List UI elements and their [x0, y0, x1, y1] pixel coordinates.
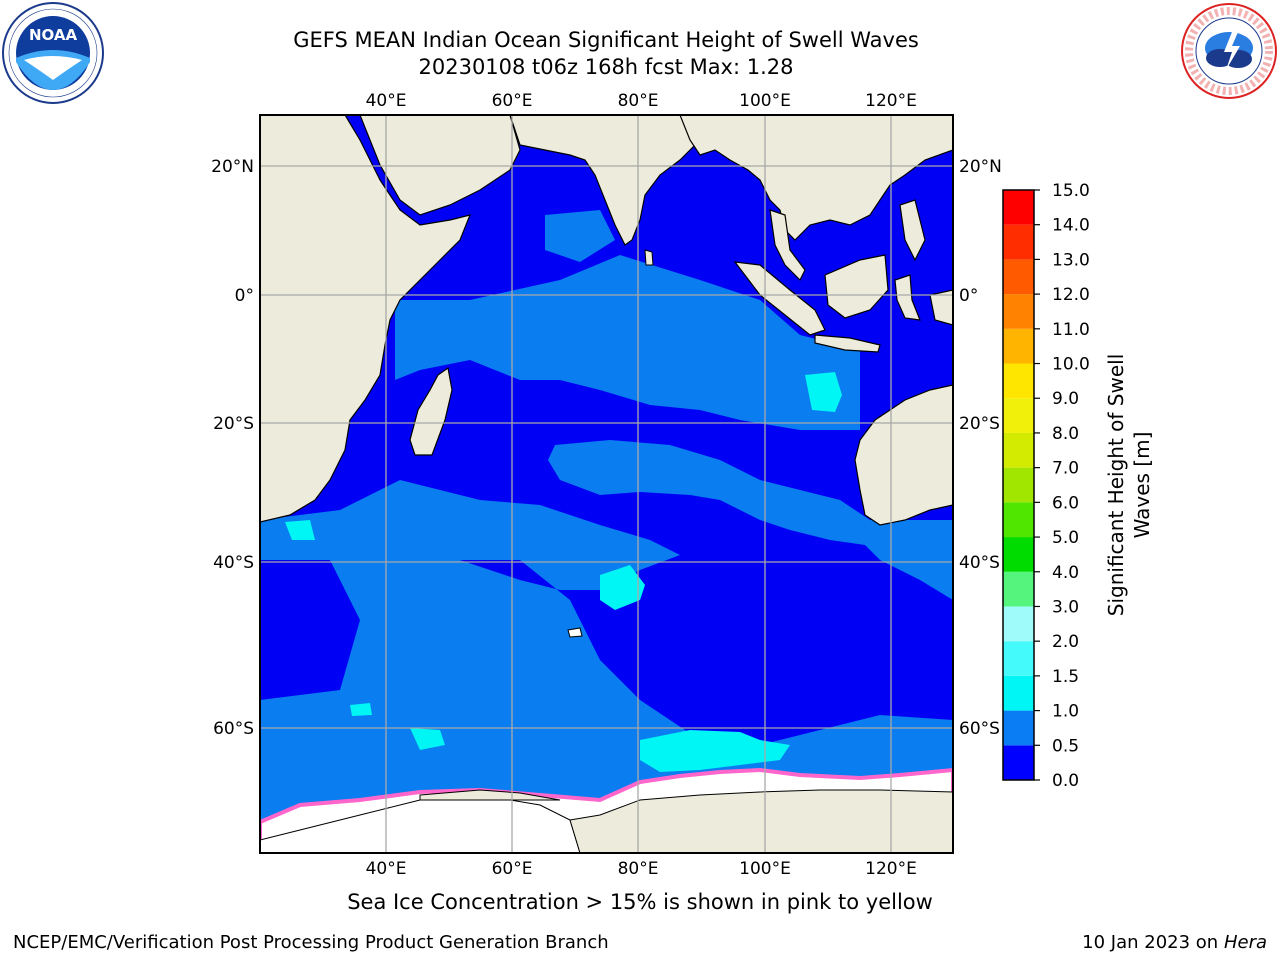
colorbar: 0.0 0.5 1.0 1.5 2.0 3.0 4.0 5.0 6.0 7.0 8.0 9.0 10.0…	[1002, 181, 1090, 791]
colorbar-swatch	[1003, 398, 1034, 433]
colorbar-swatch	[1003, 571, 1034, 607]
colorbar-tick-label: 15.0	[1052, 181, 1090, 201]
colorbar-swatch	[1003, 675, 1034, 711]
lon-tick-top: 60°E	[492, 91, 533, 111]
lat-tick-left: 20°N	[211, 157, 254, 177]
colorbar-swatch	[1003, 641, 1034, 676]
colorbar-swatch	[1003, 432, 1034, 468]
india-land	[509, 115, 701, 246]
lon-tick-bottom: 80°E	[618, 859, 659, 879]
colorbar-tick-label: 13.0	[1052, 250, 1090, 270]
lon-tick-bottom: 120°E	[865, 859, 917, 879]
lon-tick-top: 120°E	[865, 91, 917, 111]
chart-subtitle: 20230108 t06z 168h fcst Max: 1.28	[418, 55, 794, 79]
kerguelen-island	[567, 627, 583, 638]
africa-land	[260, 115, 471, 523]
colorbar-tick-label: 0.5	[1052, 736, 1079, 756]
colorbar-swatch	[1003, 606, 1034, 642]
colorbar-tick-label: 1.0	[1052, 702, 1079, 722]
colorbar-tick-label: 11.0	[1052, 320, 1090, 340]
lat-tick-left: 60°S	[213, 719, 254, 739]
lat-tick-left: 0°	[235, 286, 254, 306]
colorbar-tick-label: 3.0	[1052, 597, 1079, 617]
philippines-land	[899, 199, 926, 262]
colorbar-tick-label: 10.0	[1052, 355, 1090, 375]
footer-date-text: 10 Jan 2023 on	[1082, 932, 1224, 953]
colorbar-swatch	[1003, 224, 1034, 260]
lat-tick-right: 0°	[959, 286, 978, 306]
colorbar-tick-label: 4.0	[1052, 563, 1079, 583]
footer-date: 10 Jan 2023 on Hera	[1082, 932, 1267, 953]
footer-credit: NCEP/EMC/Verification Post Processing Pr…	[13, 932, 609, 953]
colorbar-swatch	[1003, 467, 1034, 503]
new-guinea-land	[929, 289, 953, 326]
colorbar-tick-label: 1.5	[1052, 667, 1079, 687]
sea-ice-note: Sea Ice Concentration > 15% is shown in …	[347, 890, 933, 914]
arabia-land	[359, 115, 521, 216]
lat-tick-right: 20°S	[959, 414, 1000, 434]
lat-tick-left: 40°S	[213, 553, 254, 573]
chart-title: GEFS MEAN Indian Ocean Significant Heigh…	[293, 28, 919, 52]
swell-low-pockets	[260, 545, 953, 745]
colorbar-swatch	[1003, 710, 1034, 746]
sri-lanka-land	[644, 249, 654, 266]
antarctica-coast	[569, 789, 953, 853]
lat-tick-right: 40°S	[959, 553, 1000, 573]
colorbar-tick-label: 5.0	[1052, 528, 1079, 548]
lat-tick-left: 20°S	[213, 414, 254, 434]
colorbar-tick-label: 7.0	[1052, 459, 1079, 479]
colorbar-swatch	[1003, 294, 1034, 329]
colorbar-swatch	[1003, 537, 1034, 572]
lon-tick-bottom: 40°E	[366, 859, 407, 879]
colorbar-swatch	[1003, 328, 1034, 364]
colorbar-swatch	[1003, 259, 1034, 295]
colorbar-swatch	[1003, 502, 1034, 538]
lat-tick-right: 60°S	[959, 719, 1000, 739]
lat-tick-right: 20°N	[959, 157, 1002, 177]
colorbar-swatch	[1003, 190, 1034, 225]
sulawesi-land	[894, 274, 921, 321]
gridlines	[260, 115, 953, 853]
lon-tick-top: 40°E	[366, 91, 407, 111]
antarctica-coast-west	[419, 789, 561, 801]
colorbar-tick-label: 9.0	[1052, 389, 1079, 409]
colorbar-tick-label: 14.0	[1052, 216, 1090, 236]
colorbar-swatch	[1003, 363, 1034, 399]
swell-high-areas	[285, 372, 842, 772]
colorbar-tick-label: 6.0	[1052, 493, 1079, 513]
lon-tick-bottom: 60°E	[492, 859, 533, 879]
noaa-logo-text: NOAA	[29, 26, 78, 44]
lon-tick-top: 80°E	[618, 91, 659, 111]
lon-tick-top: 100°E	[739, 91, 791, 111]
footer-host: Hera	[1223, 932, 1267, 953]
colorbar-label-line2: Waves [m]	[1130, 432, 1154, 539]
asia-land	[679, 115, 953, 241]
java-land	[814, 334, 881, 353]
borneo-land	[824, 254, 889, 319]
malay-peninsula	[769, 209, 806, 282]
colorbar-swatch	[1003, 745, 1034, 780]
sumatra-land	[733, 261, 826, 336]
colorbar-tick-label: 0.0	[1052, 771, 1079, 791]
nws-logo-icon	[1181, 3, 1277, 99]
madagascar-land	[409, 366, 453, 456]
noaa-logo-icon: NOAA	[2, 2, 104, 104]
lon-tick-bottom: 100°E	[739, 859, 791, 879]
colorbar-tick-label: 12.0	[1052, 285, 1090, 305]
map-frame	[259, 114, 954, 854]
colorbar-frame	[1002, 189, 1035, 781]
australia-land	[854, 384, 953, 526]
colorbar-tick-label: 2.0	[1052, 632, 1079, 652]
map-area	[260, 115, 953, 853]
colorbar-label-line1: Significant Height of Swell	[1104, 354, 1128, 616]
colorbar-tick-label: 8.0	[1052, 424, 1079, 444]
